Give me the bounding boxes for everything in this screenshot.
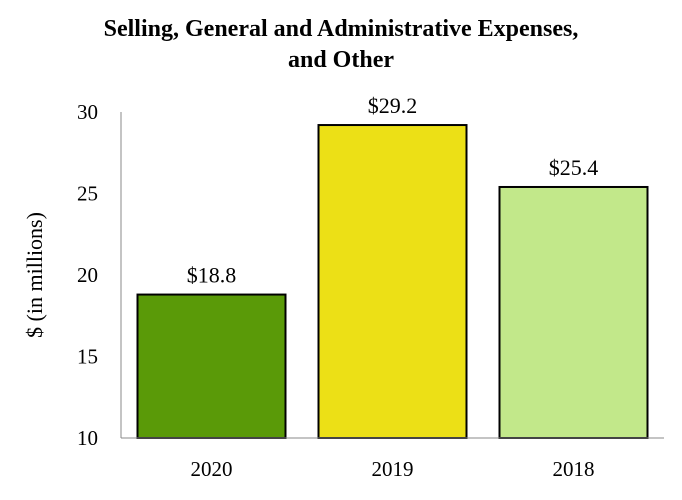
bar-data-labels: $18.8 $29.2 $25.4 <box>187 93 599 288</box>
x-tick-labels: 2020 2019 2018 <box>191 457 595 481</box>
y-tick-label: 30 <box>77 100 98 124</box>
chart-title-line-1: Selling, General and Administrative Expe… <box>103 16 579 42</box>
bar-2020 <box>136 293 287 439</box>
x-tick-label: 2020 <box>191 457 233 481</box>
chart-title: Selling, General and Administrative Expe… <box>0 14 682 76</box>
y-tick-label: 10 <box>77 426 98 450</box>
y-tick-label: 20 <box>77 263 98 287</box>
y-axis-label: $ (in millions) <box>22 212 47 338</box>
y-tick-label: 15 <box>77 345 98 369</box>
x-tick-label: 2019 <box>372 457 414 481</box>
bar-2019 <box>317 124 468 439</box>
x-tick-label: 2018 <box>553 457 595 481</box>
y-tick-labels: 10 15 20 25 30 <box>77 100 98 450</box>
bar-2018 <box>498 185 649 439</box>
chart-title-line-2: and Other <box>287 47 394 73</box>
y-tick-label: 25 <box>77 182 98 206</box>
bar-data-label: $18.8 <box>187 263 237 288</box>
y-axis: 10 15 20 25 30 $ (in millions) <box>22 100 122 450</box>
bar-data-label: $29.2 <box>368 93 418 118</box>
bar-data-label: $25.4 <box>549 155 599 180</box>
